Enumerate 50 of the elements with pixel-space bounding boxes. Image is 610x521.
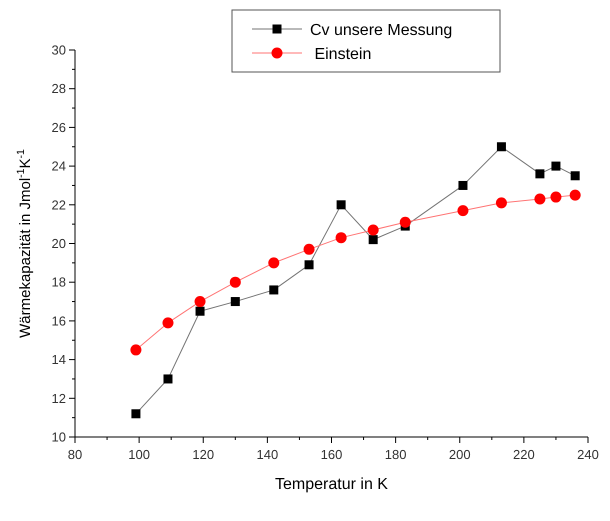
point: [551, 162, 560, 171]
y-tick-label: 18: [52, 274, 66, 290]
point: [162, 317, 174, 328]
x-tick-label: 120: [192, 447, 214, 462]
point: [230, 276, 241, 288]
point: [131, 409, 140, 418]
point: [535, 169, 544, 178]
point: [550, 192, 562, 203]
point: [400, 216, 411, 228]
x-tick-label: 180: [384, 447, 406, 462]
legend-label: Einstein: [310, 46, 372, 63]
y-tick-label: 26: [52, 120, 66, 135]
y-tick-label: 16: [52, 313, 66, 328]
x-tick-label: 100: [128, 447, 150, 462]
point: [570, 190, 581, 201]
x-tick-label: 140: [256, 447, 278, 462]
point: [458, 180, 468, 190]
point: [570, 171, 580, 180]
x-tick-label: 240: [577, 447, 599, 462]
point: [268, 257, 280, 268]
x-tick-label: 220: [513, 447, 535, 462]
point: [304, 260, 314, 270]
point: [269, 285, 278, 294]
point: [457, 205, 468, 216]
point: [163, 374, 172, 384]
point: [496, 142, 506, 152]
x-tick-label: 80: [68, 447, 82, 462]
point: [230, 297, 240, 306]
y-tick-label: 28: [52, 81, 66, 96]
point: [304, 244, 315, 255]
x-axis-title: Temperatur in K: [275, 476, 388, 493]
x-tick-label: 160: [320, 447, 342, 462]
point: [336, 232, 347, 244]
y-tick-label: 24: [52, 158, 66, 174]
point: [496, 197, 507, 208]
legend-label: Cv unsere Messung: [310, 22, 452, 39]
point: [130, 344, 142, 356]
point: [368, 224, 379, 236]
y-tick-label: 30: [52, 42, 66, 58]
point: [336, 200, 346, 210]
y-tick-label: 10: [52, 430, 66, 444]
y-tick-label: 12: [52, 390, 66, 406]
point: [196, 306, 205, 316]
y-tick-label: 14: [52, 352, 66, 368]
x-tick-label: 200: [448, 447, 471, 462]
y-tick-label: 22: [52, 197, 66, 212]
y-tick-label: 20: [52, 236, 66, 251]
point: [194, 296, 206, 308]
point: [368, 235, 378, 244]
point: [534, 193, 546, 204]
